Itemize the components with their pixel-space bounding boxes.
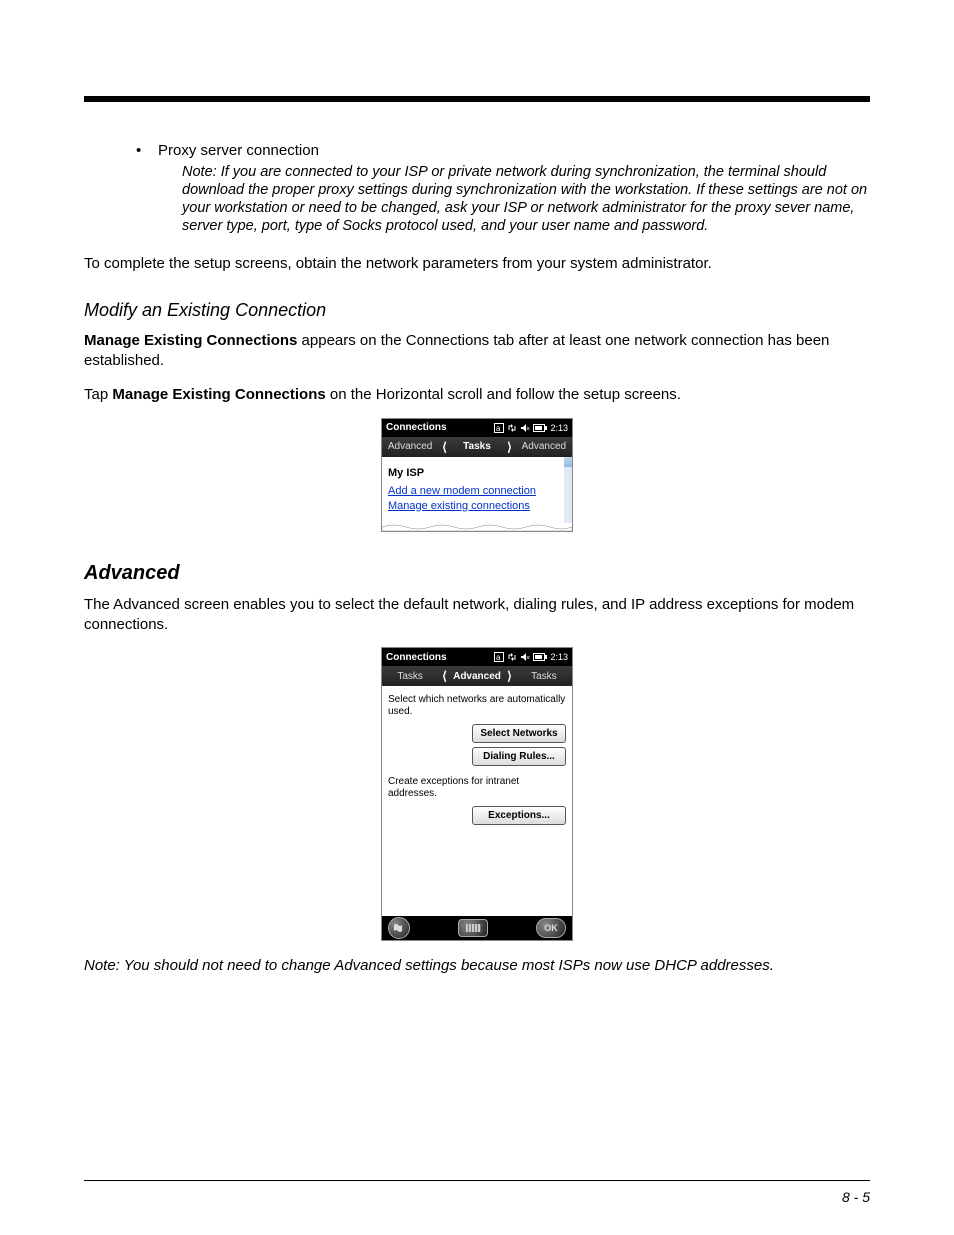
title-1: Connections [386,422,447,433]
windows-flag-icon [393,922,405,934]
tab-right-1[interactable]: Advanced [516,441,572,452]
note-2-label: Note: [84,957,120,974]
clock-2: 2:13 [550,652,568,662]
bullet-text: Proxy server connection [158,142,319,159]
scrollbar-handle[interactable] [564,457,572,467]
header-rule [84,96,870,102]
exceptions-button[interactable]: Exceptions... [472,806,566,825]
mute-icon: × [520,652,530,662]
tab-right-2[interactable]: Tasks [516,671,572,682]
tab-left-1[interactable]: Advanced [382,441,438,452]
title-2: Connections [386,652,447,663]
status-bar-1: a × 2:13 [494,423,568,433]
letter-icon: a [494,652,504,662]
battery-icon [533,652,547,662]
clock-1: 2:13 [550,423,568,433]
footer-rule [84,1180,870,1181]
paragraph-manage-2: Tap Manage Existing Connections on the H… [84,385,870,405]
chevron-left-icon[interactable]: ⟨ [438,440,451,454]
start-button[interactable] [388,917,410,939]
heading-modify: Modify an Existing Connection [84,300,870,321]
link-add-modem[interactable]: Add a new modem connection [388,485,558,497]
desc-select-networks: Select which networks are automatically … [388,694,566,718]
shot1-body: My ISP Add a new modem connection Manage… [382,457,572,523]
keyboard-button[interactable] [458,919,488,937]
sync-icon [507,652,517,662]
paragraph-complete: To complete the setup screens, obtain th… [84,254,870,274]
sync-icon [507,423,517,433]
screenshot-advanced: Connections a × 2:13 Tasks ⟨ Advanced ⟩ … [381,647,573,941]
bottom-bar: OK [382,916,572,940]
heading-advanced: Advanced [84,562,870,585]
tab-bar-2: Tasks ⟨ Advanced ⟩ Tasks [382,666,572,686]
status-bar-2: a × 2:13 [494,652,568,662]
svg-text:×: × [526,655,530,662]
dialing-rules-button[interactable]: Dialing Rules... [472,747,566,766]
chevron-right-icon[interactable]: ⟩ [503,669,516,683]
page-number: 8 - 5 [842,1189,870,1205]
letter-icon: a [494,423,504,433]
screenshot-tasks: Connections a × 2:13 Advanced ⟨ Tasks ⟩ … [381,418,573,532]
manage-existing-text-2: on the Horizontal scroll and follow the … [326,386,681,403]
bullet-marker: • [136,142,158,159]
note-2: Note: You should not need to change Adva… [84,957,870,974]
chevron-right-icon[interactable]: ⟩ [503,440,516,454]
note-1: Note: If you are connected to your ISP o… [182,163,870,236]
note-1-text: If you are connected to your ISP or priv… [182,164,867,234]
chevron-left-icon[interactable]: ⟨ [438,669,451,683]
torn-edge-icon [382,523,572,531]
keyboard-icon [465,924,481,932]
tab-center-1[interactable]: Tasks [451,441,503,452]
manage-existing-bold-1: Manage Existing Connections [84,332,297,349]
tab-left-2[interactable]: Tasks [382,671,438,682]
manage-existing-bold-2: Manage Existing Connections [112,386,325,403]
tab-bar-1: Advanced ⟨ Tasks ⟩ Advanced [382,437,572,457]
svg-text:×: × [526,426,530,433]
svg-text:a: a [496,653,501,662]
tap-text: Tap [84,386,112,403]
select-networks-button[interactable]: Select Networks [472,724,566,743]
svg-text:a: a [496,424,501,433]
link-manage-existing[interactable]: Manage existing connections [388,500,558,512]
ok-button[interactable]: OK [536,918,566,938]
tab-center-2[interactable]: Advanced [451,671,503,682]
paragraph-advanced: The Advanced screen enables you to selec… [84,595,870,636]
note-2-text: You should not need to change Advanced s… [124,957,774,974]
paragraph-manage-1: Manage Existing Connections appears on t… [84,331,870,372]
mute-icon: × [520,423,530,433]
titlebar-1: Connections a × 2:13 [382,419,572,437]
battery-icon [533,423,547,433]
note-1-label: Note: [182,164,217,180]
my-isp-heading: My ISP [388,467,558,479]
desc-exceptions: Create exceptions for intranet addresses… [388,776,566,800]
titlebar-2: Connections a × 2:13 [382,648,572,666]
shot2-body: Select which networks are automatically … [382,686,572,916]
bullet-list-item: • Proxy server connection [136,142,870,159]
